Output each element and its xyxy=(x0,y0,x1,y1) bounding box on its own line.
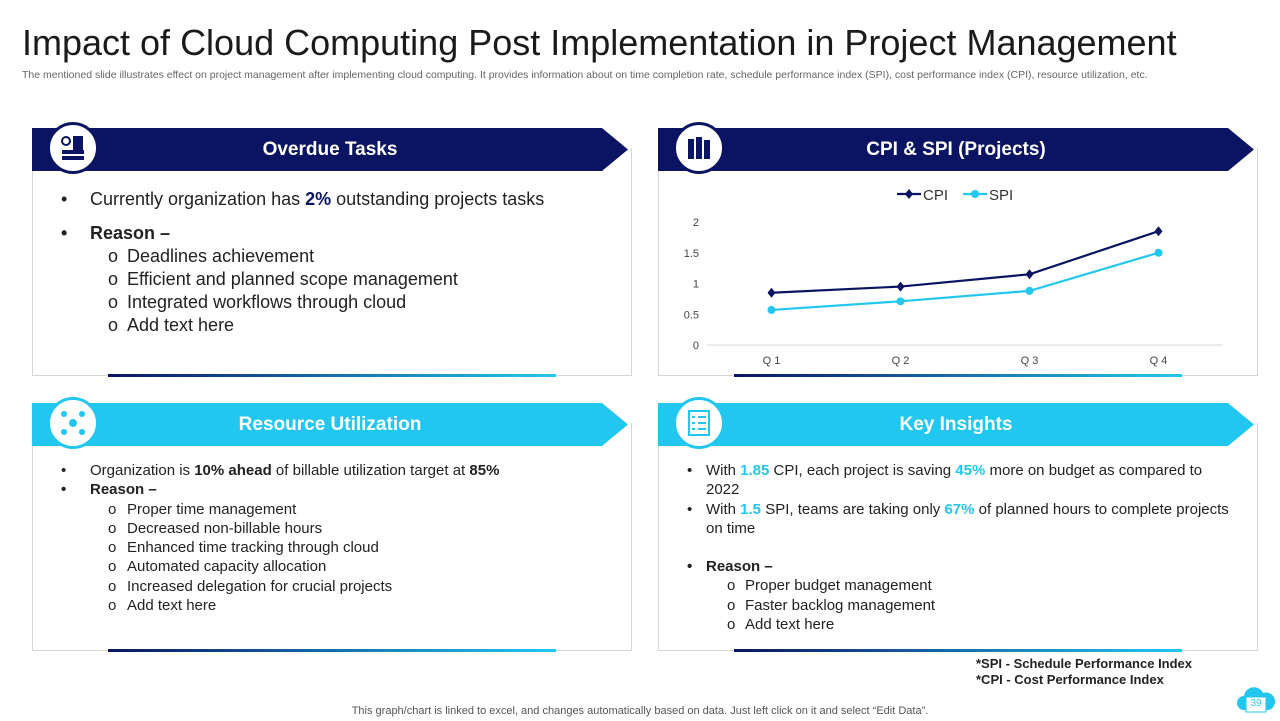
legend-label: SPI xyxy=(989,187,1013,204)
list-item: Integrated workflows through cloud xyxy=(33,291,544,314)
x-tick-label: Q 4 xyxy=(1150,355,1168,367)
overdue-tasks-panel: Overdue Tasks Currently organization has… xyxy=(32,122,632,377)
data-point-spi xyxy=(1025,286,1034,295)
reason-label: Reason – xyxy=(33,222,544,245)
divider xyxy=(734,374,1182,377)
data-point-spi xyxy=(767,305,776,314)
cloud-icon xyxy=(1237,687,1276,713)
legend-marker xyxy=(905,189,913,199)
divider xyxy=(108,374,556,377)
list-item: Automated capacity allocation xyxy=(33,557,499,577)
data-point-cpi xyxy=(896,281,905,292)
key-insights-panel: Key Insights With 1.85 CPI, each project… xyxy=(658,397,1258,652)
cpi-spi-line-chart: 0 0.5 1 1.5 2 Q 1 Q 2 Q 3 Q 4 CPI SPI xyxy=(684,187,1223,367)
list-item: Increased delegation for crucial project… xyxy=(33,577,499,597)
page-number: 39 xyxy=(1250,698,1262,709)
overdue-line: Currently organization has 2% outstandin… xyxy=(33,188,544,211)
legend-label: CPI xyxy=(923,187,948,204)
y-tick-label: 1 xyxy=(693,279,699,291)
data-point-cpi xyxy=(767,287,776,298)
divider xyxy=(734,649,1182,652)
cpi-spi-panel: CPI & SPI (Projects) xyxy=(658,122,1258,377)
checklist-icon xyxy=(673,397,725,449)
legend-marker xyxy=(971,190,979,198)
key-insights-header: Key Insights xyxy=(658,403,1254,446)
y-tick-label: 2 xyxy=(693,217,699,229)
y-tick-label: 1.5 xyxy=(684,248,699,260)
x-tick-label: Q 2 xyxy=(892,355,910,367)
x-tick-label: Q 3 xyxy=(1021,355,1039,367)
x-tick-label: Q 1 xyxy=(763,355,781,367)
list-item: Proper budget management xyxy=(659,576,1239,596)
documents-icon xyxy=(673,122,725,174)
data-point-cpi xyxy=(1025,269,1034,280)
footer-note: This graph/chart is linked to excel, and… xyxy=(351,705,929,717)
list-item: Add text here xyxy=(659,615,1239,635)
series-line-spi xyxy=(771,251,1159,312)
calculator-icon xyxy=(47,122,99,174)
data-point-spi xyxy=(896,297,905,306)
resource-utilization-panel: Resource Utilization Organization is 10%… xyxy=(32,397,632,652)
abbreviation-notes: *SPI - Schedule Performance Index *CPI -… xyxy=(976,656,1193,687)
list-item: Faster backlog management xyxy=(659,596,1239,616)
list-item: Enhanced time tracking through cloud xyxy=(33,538,499,558)
y-tick-label: 0 xyxy=(693,340,699,352)
list-item: Efficient and planned scope management xyxy=(33,268,544,291)
list-item: Deadlines achievement xyxy=(33,245,544,268)
data-point-spi xyxy=(1154,248,1163,257)
list-item: Add text here xyxy=(33,314,544,337)
reason-label: Reason – xyxy=(659,557,1239,577)
reason-label: Reason – xyxy=(33,480,499,500)
data-point-cpi xyxy=(1154,226,1163,237)
team-network-icon xyxy=(47,397,99,449)
page-subtitle: The mentioned slide illustrates effect o… xyxy=(22,69,1148,81)
list-item: Add text here xyxy=(33,596,499,616)
y-tick-label: 0.5 xyxy=(684,309,699,321)
overdue-tasks-header: Overdue Tasks xyxy=(32,128,628,171)
page-number-badge: 39 xyxy=(1236,682,1276,716)
list-item: Proper time management xyxy=(33,500,499,520)
resource-utilization-header: Resource Utilization xyxy=(32,403,628,446)
divider xyxy=(108,649,556,652)
cpi-spi-header: CPI & SPI (Projects) xyxy=(658,128,1254,171)
page-title: Impact of Cloud Computing Post Implement… xyxy=(22,22,1177,63)
list-item: Decreased non-billable hours xyxy=(33,519,499,539)
series-line-cpi xyxy=(771,230,1159,294)
